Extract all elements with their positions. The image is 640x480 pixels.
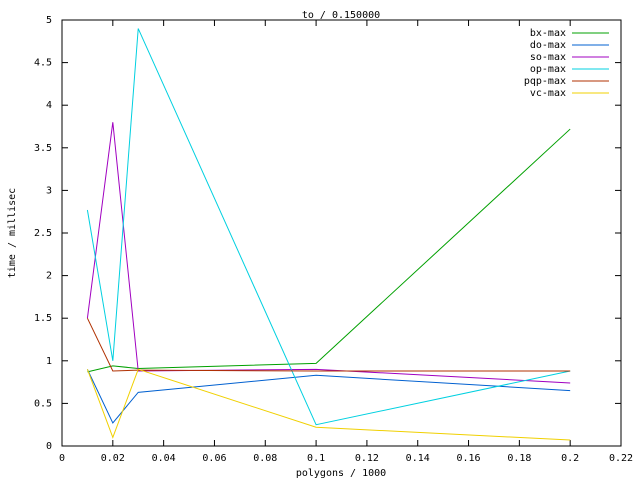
x-tick-label: 0.04	[152, 453, 176, 464]
x-tick-label: 0.18	[507, 453, 531, 464]
x-axis-label: polygons / 1000	[296, 468, 386, 479]
series-line	[86, 122, 571, 384]
x-tick-label: 0.06	[202, 453, 226, 464]
y-tick-label: 2.5	[34, 228, 52, 239]
y-tick-label: 3	[46, 185, 52, 196]
legend-label: do-max	[530, 40, 566, 51]
x-tick-label: 0.16	[456, 453, 480, 464]
legend-label: so-max	[530, 52, 566, 63]
series-line	[86, 28, 571, 426]
legend-label: vc-max	[530, 88, 566, 99]
y-tick-label: 1	[46, 356, 52, 367]
chart-title: to / 0.150000	[302, 10, 380, 21]
y-tick-label: 3.5	[34, 143, 52, 154]
x-tick-label: 0.02	[101, 453, 125, 464]
series-line	[86, 368, 571, 441]
y-tick-label: 1.5	[34, 313, 52, 324]
y-tick-label: 4	[46, 100, 52, 111]
x-tick-label: 0.12	[355, 453, 379, 464]
y-axis-label: time / millisec	[7, 188, 18, 278]
x-tick-label: 0.2	[561, 453, 579, 464]
x-tick-label: 0	[59, 453, 65, 464]
legend-label: pqp-max	[524, 76, 566, 87]
y-tick-label: 0	[46, 441, 52, 452]
legend-label: bx-max	[530, 28, 566, 39]
x-tick-label: 0.14	[406, 453, 430, 464]
series-line	[86, 369, 571, 424]
x-tick-label: 0.22	[609, 453, 633, 464]
legend-label: op-max	[530, 64, 566, 75]
x-tick-label: 0.08	[253, 453, 277, 464]
x-tick-label: 0.1	[307, 453, 325, 464]
y-tick-label: 5	[46, 15, 52, 26]
y-tick-label: 2	[46, 271, 52, 282]
y-tick-label: 0.5	[34, 398, 52, 409]
y-tick-label: 4.5	[34, 58, 52, 69]
